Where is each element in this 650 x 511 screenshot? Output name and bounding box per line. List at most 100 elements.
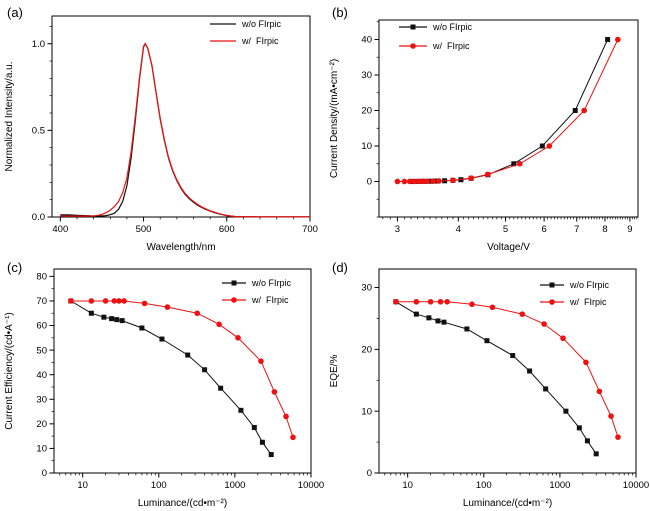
data-point-circle [88,298,95,304]
x-tick-label: 10000 [623,480,649,491]
data-point-square [435,318,441,324]
x-axis-title: Luminance/(cd•m⁻²) [463,498,552,509]
data-point-square [549,282,555,288]
y-tick-label: 20 [361,345,372,356]
x-axis: 400 500 600 700 [52,217,318,235]
data-point-square [441,319,447,325]
data-point-square [251,425,257,431]
legend-label: w/o FIrpic [432,22,473,32]
x-tick-label: 10000 [298,480,324,491]
data-point-circle [411,178,418,185]
x-tick-label: 10 [77,480,88,491]
x-tick-label: 10 [402,480,413,491]
y-tick-label: 30 [361,283,372,294]
legend-label: w/o FIrpic [251,278,292,288]
y-tick-label: 40 [361,35,372,46]
series-line-square [395,301,597,455]
y-axis: 0 10 20 30 40 50 60 70 80 [36,272,54,479]
data-point-square [259,439,265,445]
x-tick-label: 400 [52,224,68,235]
data-point-circle [141,300,148,307]
data-point-circle [517,160,523,167]
y-tick-label: 0 [367,468,372,479]
y-axis-title: Current Efficiency/(cd•A⁻¹) [4,312,15,430]
x-tick-label: 4 [456,224,461,235]
y-tick-label: 0.0 [32,212,45,223]
data-point-circle [489,304,496,311]
y-tick-label: 70 [36,296,47,307]
y-tick-label: 20 [361,106,372,117]
data-point-square [119,318,125,324]
data-point-circle [615,434,621,440]
y-axis: 0 10 20 30 40 [361,21,379,218]
y-axis-title: Normalized Intensity/a.u. [4,61,15,171]
data-point-circle [394,178,401,185]
panel-b: (b) 3 4 5 6 7 8 9 0 10 20 30 40 Voltage/V Current Den… [325,0,650,255]
data-point-square [593,451,599,457]
data-point-circle [430,178,436,184]
data-point-square [238,407,244,413]
data-point-square [511,161,517,167]
y-tick-label: 20 [36,419,47,430]
data-point-circle [615,36,621,43]
series-line-circle [70,300,294,438]
data-point-circle [164,304,171,310]
data-point-square [410,24,416,30]
series-line-circle [395,301,619,438]
data-point-circle [444,298,450,305]
series-line-square [411,39,609,182]
chart-b-canvas: 3 4 5 6 7 8 9 0 10 20 30 40 Voltage/V Current Density… [329,19,639,253]
plot-frame [51,15,311,218]
y-tick-label: 0 [42,468,47,479]
chart-d-canvas: 10 100 1000 10000 0 10 20 30 Luminance/(cd•m⁻²) E… [329,268,649,509]
data-point-square [101,314,107,320]
data-point-circle [596,388,603,395]
data-point-square [464,326,470,332]
x-tick-label: 1000 [549,480,570,491]
x-tick-label: 5 [503,224,508,235]
legend: w/o FIrpic w/ FIrpic [399,22,473,51]
y-tick-label: 80 [36,272,47,283]
series-line-plain [60,42,310,218]
data-point-square [605,37,611,43]
panel-a: (a) 400 500 600 700 0.0 0.5 1.0 Wavelength/nm No… [0,0,325,255]
data-point-circle [68,298,74,304]
x-tick-label: 100 [476,480,492,491]
data-point-circle [102,298,109,304]
chart-d: 10 100 1000 10000 0 10 20 30 Luminance/(cd•m⁻²) E… [329,268,649,509]
series-line-plain [60,42,310,218]
y-tick-label: 10 [361,141,372,152]
data-point-square [543,386,549,392]
x-axis-title: Voltage/V [487,242,530,253]
panel-label-d: (d) [332,260,348,275]
data-point-circle [231,297,237,303]
chart-a: 400 500 600 700 0.0 0.5 1.0 Wavelength/nm Normal… [4,15,318,253]
data-point-square [576,425,582,431]
data-point-circle [450,177,456,184]
data-point-circle [608,413,614,419]
y-axis-title: EQE/% [329,355,340,388]
x-axis: 10 100 1000 10000 [59,473,324,491]
x-tick-label: 100 [151,480,167,491]
data-point-circle [485,171,491,178]
plot-frame [378,19,639,218]
data-point-circle [427,298,434,305]
panel-c: (c) 10 100 1000 10000 0 10 20 30 40 50 60 70 80 Lumin… [0,255,325,511]
legend-label: w/ FIrpic [241,36,279,46]
y-axis-title: Current Density/(mA•cm⁻²) [329,59,340,178]
legend-label: w/o FIrpic [241,19,282,29]
data-point-circle [216,321,222,328]
plot-frame [378,268,637,474]
data-point-circle [583,359,589,366]
data-point-square [268,452,274,458]
data-point-square [563,408,569,414]
data-point-square [218,385,224,391]
data-point-circle [410,43,416,49]
data-point-circle [436,178,442,184]
data-point-circle [271,389,278,395]
x-tick-label: 700 [302,224,318,235]
data-point-circle [560,335,566,342]
data-point-square [572,108,578,114]
data-point-square [510,353,516,359]
